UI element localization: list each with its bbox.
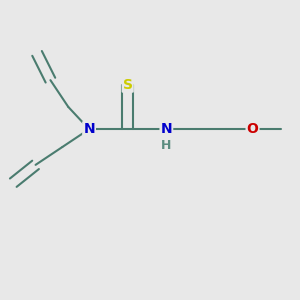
Text: N: N [160, 122, 172, 136]
Text: S: S [123, 78, 133, 92]
Text: H: H [161, 139, 172, 152]
Text: O: O [247, 122, 259, 136]
Text: N: N [83, 122, 95, 136]
